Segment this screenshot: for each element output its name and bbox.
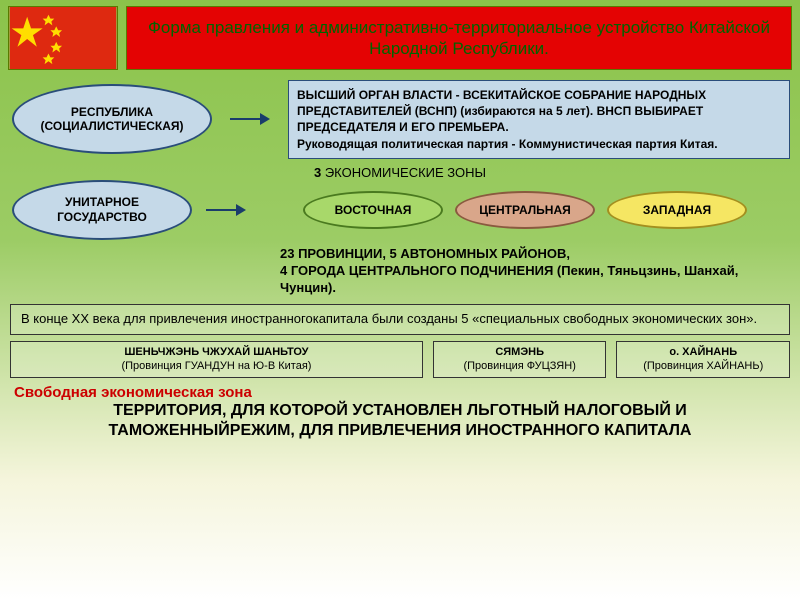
zone-west: ЗАПАДНАЯ: [607, 191, 747, 229]
unitary-l2: ГОСУДАРСТВО: [57, 210, 147, 224]
sez-box-1: СЯМЭНЬ (Провинция ФУЦЗЯН): [433, 341, 607, 377]
sez-1-sub: (Провинция ФУЦЗЯН): [440, 360, 600, 373]
zones-label: 3 ЭКОНОМИЧЕСКИЕ ЗОНЫ: [0, 165, 800, 180]
arrow-icon: [206, 200, 246, 220]
sez-row: ШЕНЬЧЖЭНЬ ЧЖУХАЙ ШАНЬТОУ (Провинция ГУАН…: [0, 339, 800, 379]
header-row: Форма правления и административно-террит…: [0, 0, 800, 74]
sez-0-top: ШЕНЬЧЖЭНЬ ЧЖУХАЙ ШАНЬТОУ: [17, 346, 416, 359]
zone-ellipses: ВОСТОЧНАЯ ЦЕНТРАЛЬНАЯ ЗАПАДНАЯ: [260, 191, 790, 229]
unitary-ellipse: УНИТАРНОЕ ГОСУДАРСТВО: [12, 180, 192, 240]
sez-1-top: СЯМЭНЬ: [440, 346, 600, 359]
authority-box: ВЫСШИЙ ОРГАН ВЛАСТИ - ВСЕКИТАЙСКОЕ СОБРА…: [288, 80, 790, 159]
zone-east: ВОСТОЧНАЯ: [303, 191, 443, 229]
republic-l1: РЕСПУБЛИКА: [41, 105, 184, 119]
authority-l1: ВЫСШИЙ ОРГАН ВЛАСТИ - ВСЕКИТАЙСКОЕ СОБРА…: [297, 88, 706, 134]
arrow-icon: [230, 109, 270, 129]
title-text: Форма правления и административно-террит…: [137, 17, 781, 60]
unitary-l1: УНИТАРНОЕ: [57, 195, 147, 209]
zones-text: ЭКОНОМИЧЕСКИЕ ЗОНЫ: [321, 165, 486, 180]
sez-2-sub: (Провинция ХАЙНАНЬ): [623, 360, 783, 373]
sez-box-2: о. ХАЙНАНЬ (Провинция ХАЙНАНЬ): [616, 341, 790, 377]
sez-box-0: ШЕНЬЧЖЭНЬ ЧЖУХАЙ ШАНЬТОУ (Провинция ГУАН…: [10, 341, 423, 377]
row-republic: РЕСПУБЛИКА (СОЦИАЛИСТИЧЕСКАЯ) ВЫСШИЙ ОРГ…: [0, 74, 800, 161]
provinces-text: 23 ПРОВИНЦИИ, 5 АВТОНОМНЫХ РАЙОНОВ, 4 ГО…: [0, 240, 800, 301]
china-flag-icon: [8, 6, 118, 70]
sez-intro-box: В конце ХХ века для привлечения иностран…: [10, 304, 790, 335]
page-title: Форма правления и административно-террит…: [126, 6, 792, 70]
sez-2-top: о. ХАЙНАНЬ: [623, 346, 783, 359]
zone-central: ЦЕНТРАЛЬНАЯ: [455, 191, 595, 229]
sez-0-sub: (Провинция ГУАНДУН на Ю-В Китая): [17, 360, 416, 373]
republic-ellipse: РЕСПУБЛИКА (СОЦИАЛИСТИЧЕСКАЯ): [12, 84, 212, 154]
footer-label: Свободная экономическая зона: [0, 380, 800, 401]
footer-definition: ТЕРРИТОРИЯ, ДЛЯ КОТОРОЙ УСТАНОВЛЕН ЛЬГОТ…: [0, 401, 800, 441]
authority-l2: Руководящая политическая партия - Коммун…: [297, 137, 718, 151]
republic-l2: (СОЦИАЛИСТИЧЕСКАЯ): [41, 119, 184, 133]
row-unitary: УНИТАРНОЕ ГОСУДАРСТВО ВОСТОЧНАЯ ЦЕНТРАЛЬ…: [0, 180, 800, 240]
